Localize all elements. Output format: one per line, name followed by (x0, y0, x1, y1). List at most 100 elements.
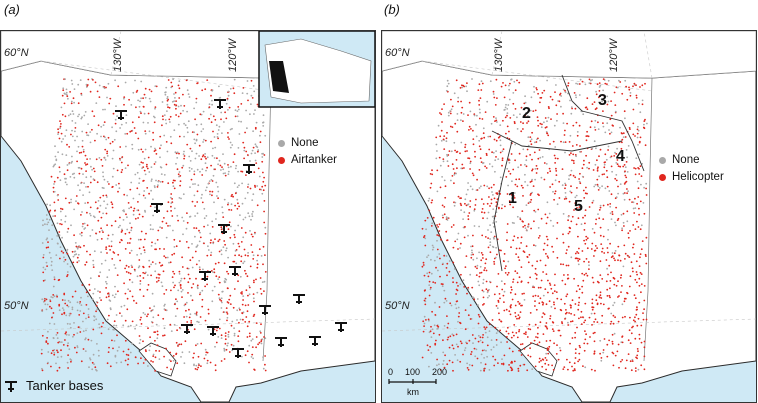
fire-point (194, 142, 197, 145)
fire-point (73, 234, 75, 237)
fire-point (565, 264, 568, 267)
fire-point (463, 349, 466, 352)
fire-point (493, 197, 496, 200)
fire-point (122, 350, 125, 353)
fire-point (207, 312, 210, 315)
fire-point (591, 228, 594, 230)
fire-point (555, 84, 557, 86)
fire-point (214, 168, 216, 171)
fire-point (609, 132, 611, 135)
fire-point (215, 124, 218, 127)
fire-point (609, 323, 612, 325)
tanker-base-icon (259, 305, 271, 315)
fire-point (111, 258, 114, 260)
fire-point (484, 262, 487, 265)
fire-point (522, 195, 524, 197)
fire-point (581, 175, 584, 178)
fire-point (83, 228, 86, 230)
fire-point (120, 123, 123, 126)
fire-point (66, 248, 69, 251)
fire-point (544, 357, 547, 359)
fire-point (571, 215, 574, 218)
fire-point (263, 210, 265, 213)
fire-point (604, 131, 607, 134)
fire-point (185, 241, 188, 243)
fire-point (177, 123, 180, 126)
fire-point (522, 128, 524, 130)
fire-point (252, 193, 255, 196)
fire-point (206, 254, 209, 257)
fire-point (552, 225, 555, 227)
fire-point (601, 314, 604, 317)
fire-point (632, 201, 635, 204)
fire-point (252, 146, 255, 149)
fire-point (129, 237, 132, 240)
fire-point (606, 288, 609, 291)
fire-point (106, 196, 108, 198)
fire-point (181, 266, 184, 268)
fire-point (557, 358, 560, 361)
fire-point (562, 88, 565, 91)
fire-point (172, 229, 174, 232)
fire-point (70, 102, 73, 105)
fire-point (238, 321, 240, 324)
fire-point (606, 295, 609, 297)
fire-point (482, 217, 484, 220)
fire-point (523, 299, 526, 301)
fire-point (530, 96, 533, 99)
fire-point (452, 168, 455, 170)
fire-point (469, 168, 471, 170)
fire-point (495, 201, 498, 204)
fire-point (59, 120, 61, 122)
fire-point (570, 185, 572, 188)
fire-point (583, 349, 586, 352)
fire-point (507, 184, 509, 187)
fire-point (544, 264, 547, 267)
fire-point (52, 294, 55, 296)
fire-point (89, 90, 92, 93)
fire-point (484, 328, 487, 330)
fire-point (129, 272, 132, 275)
fire-point (127, 358, 130, 360)
fire-point (534, 168, 537, 170)
fire-point (264, 254, 266, 256)
fire-point (636, 128, 639, 131)
fire-point (623, 297, 626, 300)
fire-point (121, 229, 124, 232)
fire-point (187, 273, 190, 276)
fire-point (107, 292, 110, 295)
fire-point (473, 209, 476, 212)
fire-point (179, 327, 182, 330)
fire-point (60, 349, 62, 352)
fire-point (609, 118, 612, 121)
fire-point (221, 206, 224, 209)
fire-point (114, 122, 117, 125)
fire-point (443, 206, 446, 208)
fire-point (626, 192, 628, 195)
fire-point (452, 261, 455, 264)
fire-point (74, 127, 77, 129)
fire-point (537, 208, 540, 211)
fire-point (154, 186, 156, 189)
fire-point (593, 231, 596, 234)
fire-point (201, 155, 204, 158)
fire-point (566, 122, 568, 125)
fire-point (598, 217, 601, 220)
fire-point (553, 303, 555, 306)
fire-point (233, 334, 236, 337)
fire-point (430, 352, 433, 354)
fire-point (474, 265, 477, 268)
fire-point (74, 139, 76, 142)
fire-point (614, 104, 617, 106)
fire-point (545, 303, 548, 306)
fire-point (578, 247, 580, 250)
fire-point (643, 123, 645, 126)
fire-point (58, 137, 61, 140)
fire-point (47, 330, 49, 333)
fire-point (213, 285, 216, 288)
fire-point (205, 354, 207, 356)
fire-point (644, 144, 647, 147)
tanker-base-icon (229, 266, 241, 276)
fire-point (89, 253, 91, 256)
fire-point (58, 304, 61, 307)
